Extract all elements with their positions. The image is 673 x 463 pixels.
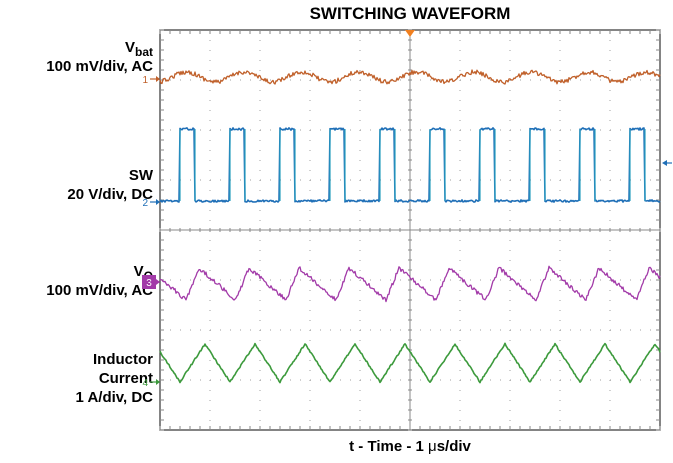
il-scale: 1 A/div, DC: [75, 389, 153, 406]
ch2-level-marker: [662, 160, 667, 166]
il-name-line2: Current: [98, 370, 153, 387]
ch1-marker-number: 1: [142, 75, 148, 86]
ch3-marker: 3: [142, 275, 160, 289]
channel-markers: 1 2 3 4: [142, 30, 672, 389]
ch1-marker: 1: [142, 75, 160, 86]
ch3-marker-number: 3: [146, 278, 152, 289]
ch3-marker-arrow: [156, 279, 160, 285]
il-trace: [159, 342, 661, 384]
vbat-scale: 100 mV/div, AC: [46, 58, 153, 75]
mu-symbol: μ: [428, 438, 437, 455]
traces: [159, 69, 661, 384]
vo-trace: [159, 265, 661, 303]
ch4-marker-number: 4: [142, 378, 148, 389]
ch2-marker-arrow: [156, 199, 160, 205]
vbat-trace: [159, 69, 661, 85]
chart-title: SWITCHING WAVEFORM: [309, 4, 511, 23]
ch4-marker: 4: [142, 378, 160, 389]
vbat-label: Vbat 100 mV/div, AC: [46, 38, 153, 76]
sw-name: SW: [128, 167, 153, 184]
ch2-marker: 2: [142, 198, 160, 209]
il-label: Inductor Current 1 A/div, DC: [75, 350, 153, 407]
sw-scale: 20 V/div, DC: [67, 186, 153, 203]
ch3-marker-box: [142, 275, 156, 289]
x-axis-label: t - Time - 1 μs/div: [349, 438, 471, 455]
ch1-marker-arrow: [156, 76, 160, 82]
vo-scale: 100 mV/div, AC: [46, 282, 153, 299]
grid: [159, 29, 661, 431]
ch4-marker-arrow: [156, 379, 160, 385]
sw-label: SW 20 V/div, DC: [67, 166, 153, 204]
sw-trace: [159, 127, 661, 203]
ch2-marker-number: 2: [142, 198, 148, 209]
trigger-marker: [405, 30, 415, 37]
il-name-line1: Inductor: [93, 351, 153, 368]
vbat-name: Vbat: [124, 39, 153, 59]
